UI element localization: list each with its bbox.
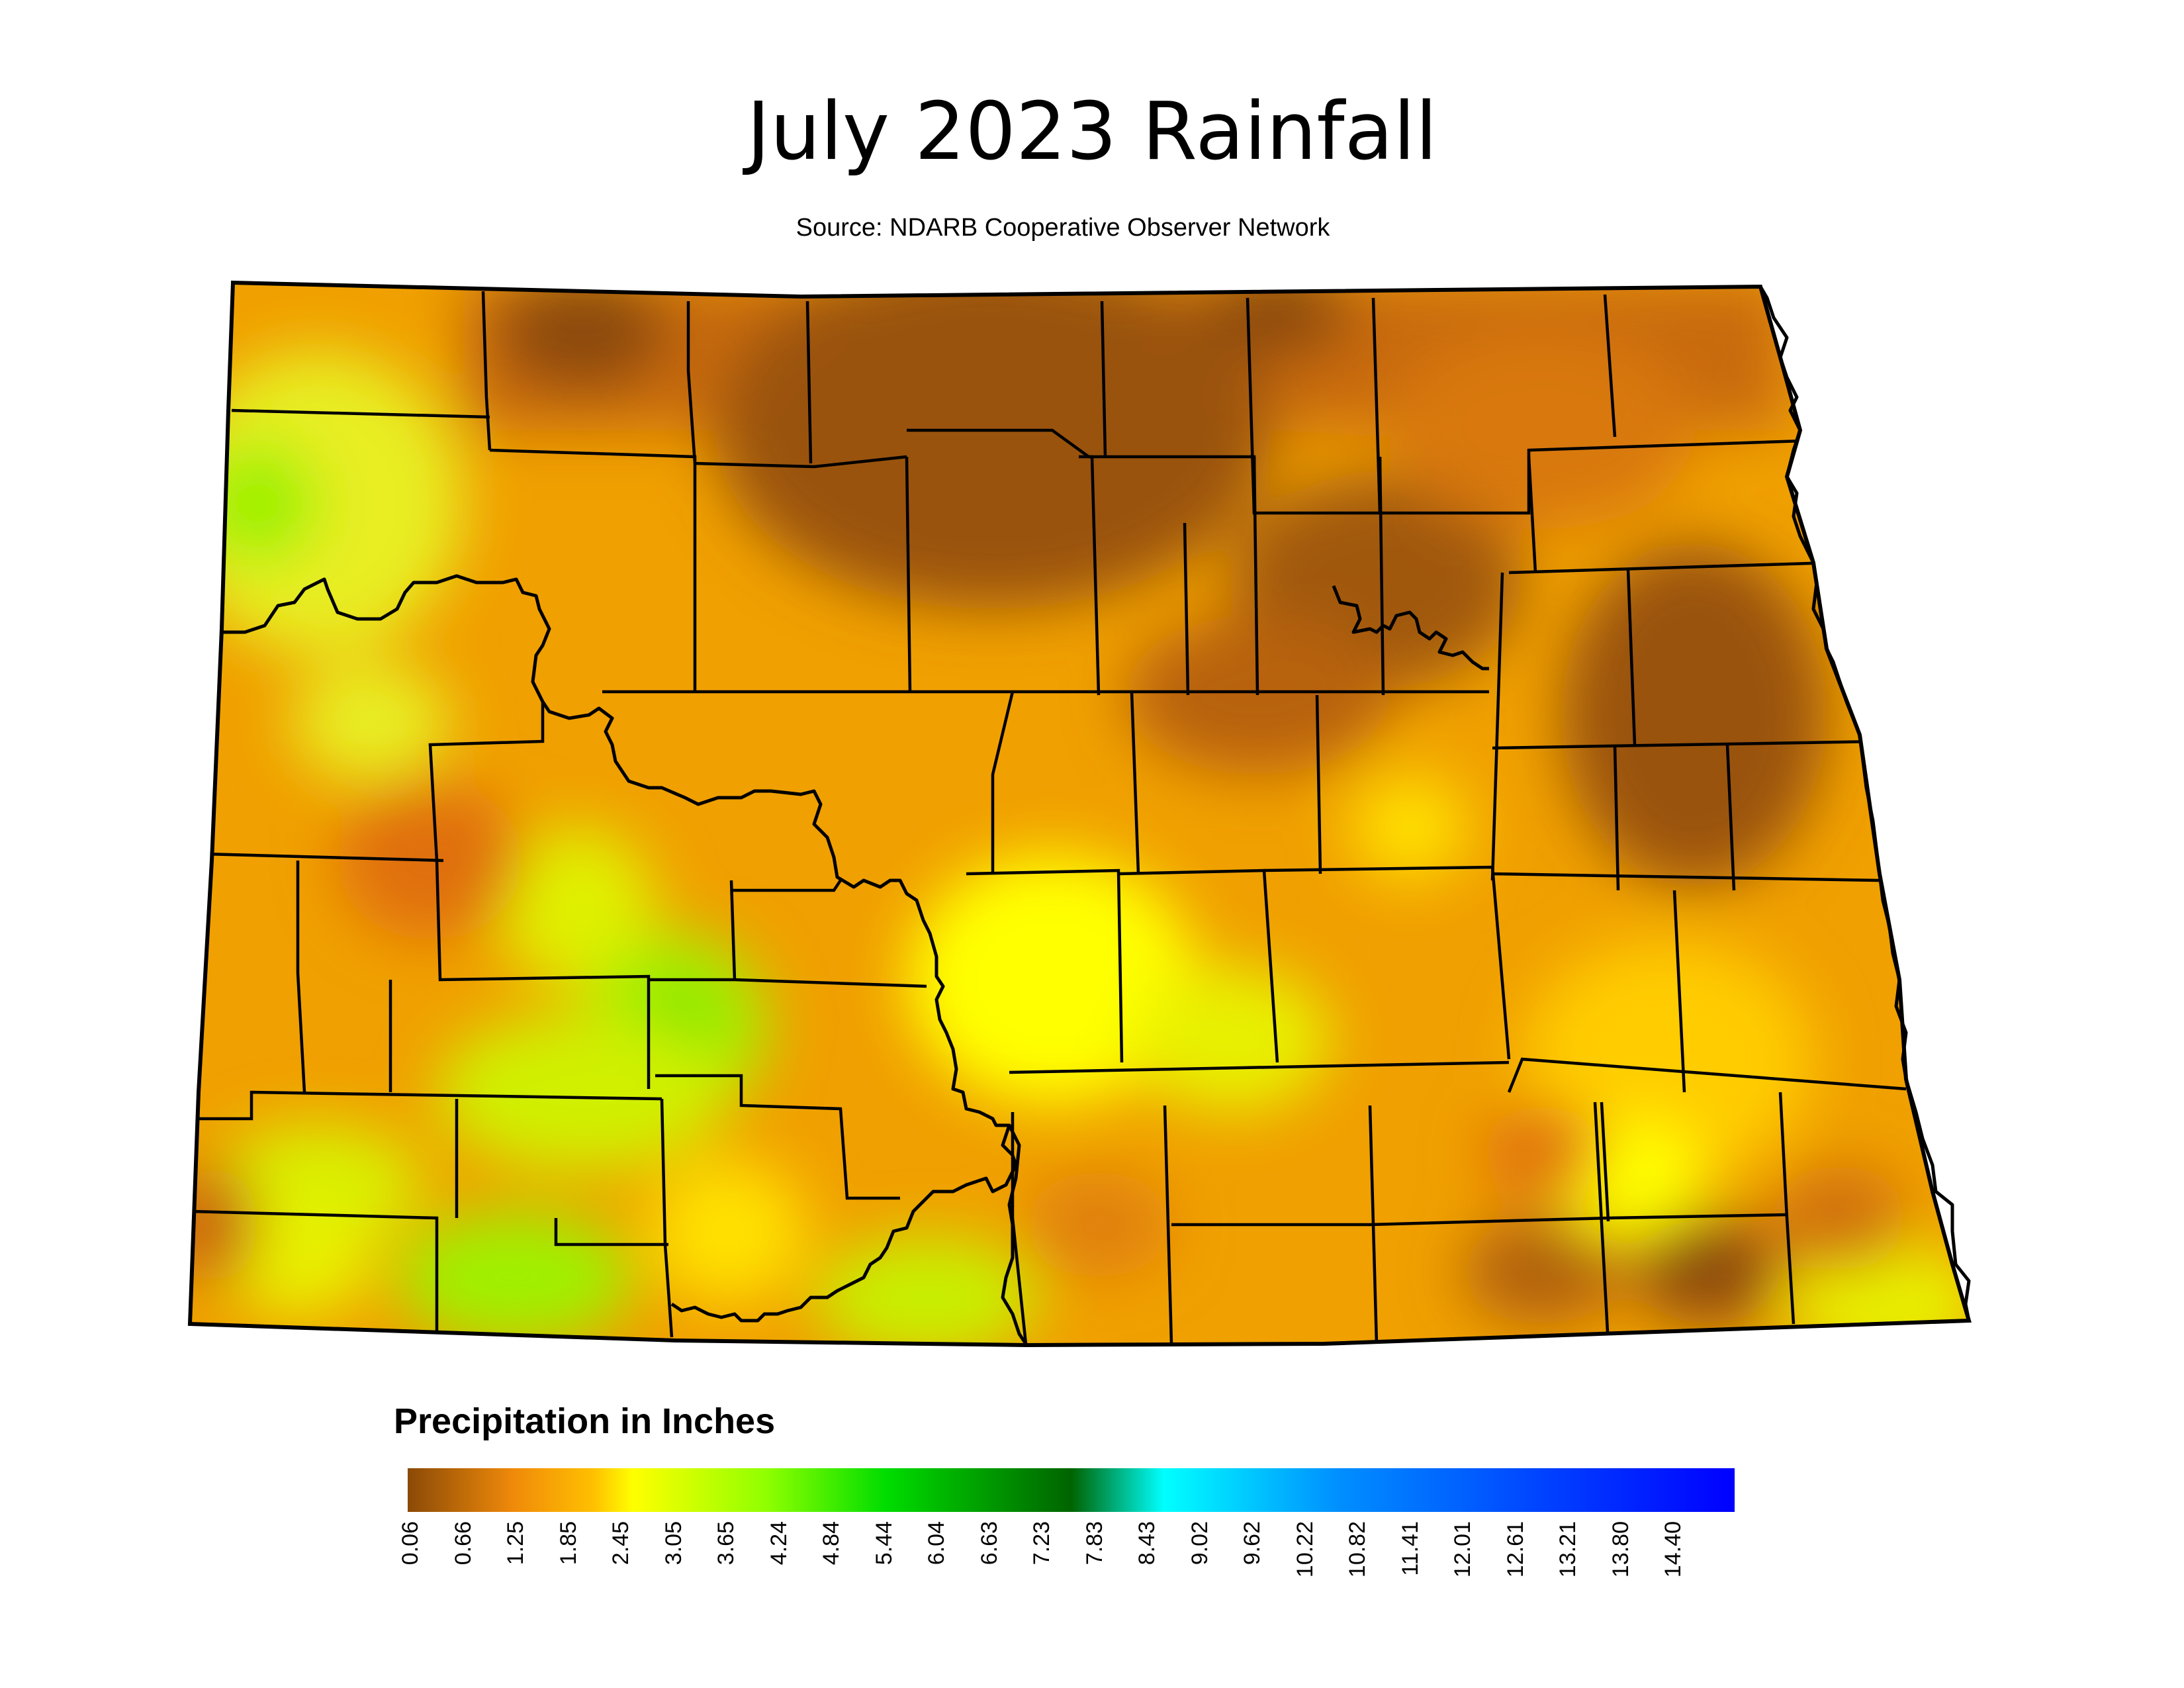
- legend-tick-label: 10.82: [1345, 1521, 1370, 1578]
- legend-tick-label: 14.40: [1661, 1521, 1686, 1578]
- legend-tick-label: 3.05: [660, 1521, 686, 1566]
- precipitation-surface: [190, 283, 1969, 1345]
- legend-tick-label: 9.62: [1240, 1521, 1265, 1566]
- legend-tick-label: 13.21: [1555, 1521, 1580, 1578]
- james-river: [1001, 1124, 1028, 1345]
- legend-tick-label: 6.04: [924, 1521, 949, 1566]
- legend-tick-label: 3.65: [713, 1521, 739, 1566]
- legend-tick-label: 4.84: [819, 1521, 844, 1566]
- map-source: Source: NDARB Cooperative Observer Netwo…: [796, 214, 1330, 242]
- legend-tick-label: 9.02: [1187, 1521, 1212, 1566]
- legend-tick-label: 7.83: [1081, 1521, 1107, 1566]
- missouri-river: [220, 574, 1018, 1323]
- legend-tick-label: 13.80: [1608, 1521, 1633, 1578]
- sheyenne-river: [1332, 585, 1489, 671]
- legend-tick-label: 6.63: [976, 1521, 1002, 1566]
- legend-tick-label: 8.43: [1134, 1521, 1160, 1566]
- legend-tick-label: 5.44: [871, 1521, 897, 1566]
- legend-tick-label: 4.24: [766, 1521, 792, 1566]
- map-title: July 2023 Rainfall: [747, 86, 1437, 178]
- legend-tick-label: 7.23: [1029, 1521, 1054, 1566]
- legend-tick-label: 2.45: [608, 1521, 633, 1566]
- legend-tick-label: 1.25: [503, 1521, 528, 1566]
- legend-tick-label: 0.66: [450, 1521, 476, 1566]
- color-scale-bar: [408, 1468, 1735, 1512]
- legend-tick-label: 10.22: [1292, 1521, 1318, 1578]
- legend-tick-label: 12.01: [1450, 1521, 1475, 1578]
- legend-tick-label: 11.41: [1397, 1521, 1423, 1576]
- legend-tick-label: 1.85: [555, 1521, 581, 1566]
- legend-tick-label: 0.06: [398, 1521, 423, 1566]
- legend-title: Precipitation in Inches: [394, 1401, 776, 1441]
- legend-tick-label: 12.61: [1502, 1521, 1528, 1578]
